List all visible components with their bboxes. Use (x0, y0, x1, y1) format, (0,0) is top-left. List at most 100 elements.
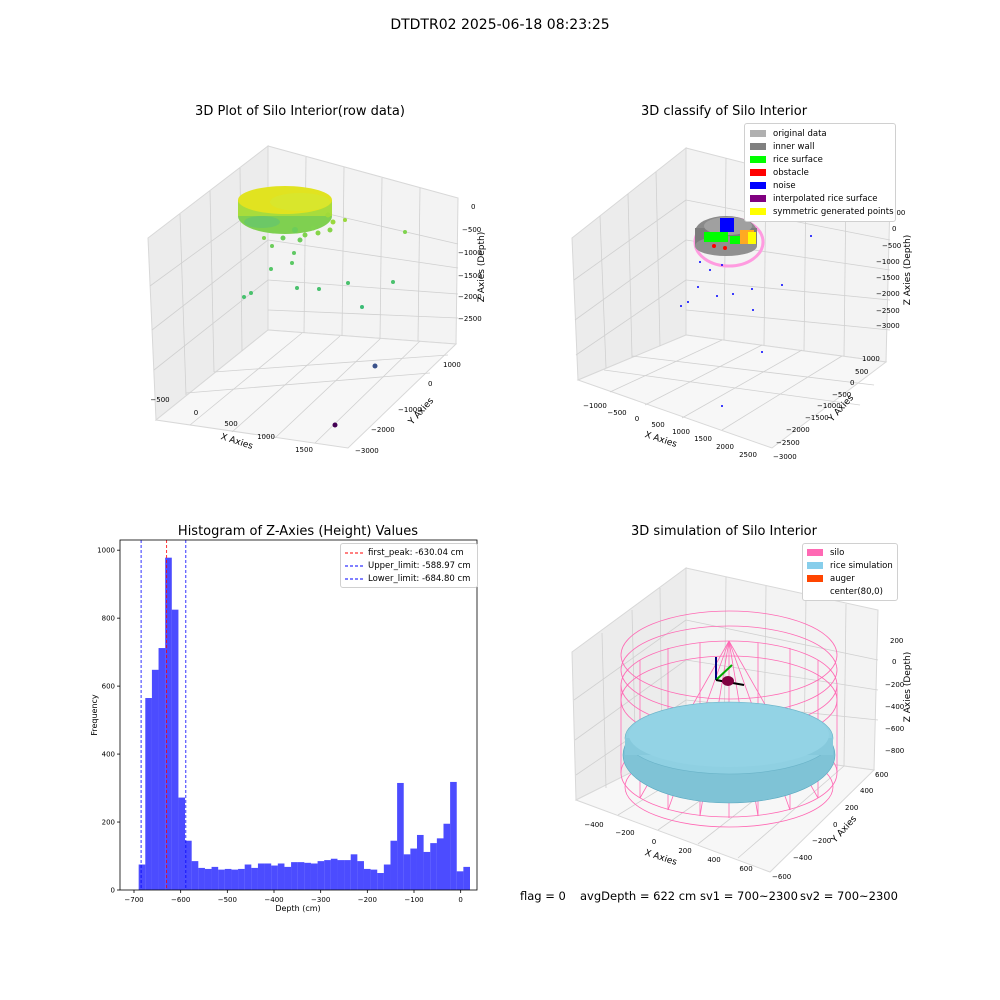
histogram-bar (291, 862, 298, 890)
classify-xtick: −500 (607, 409, 626, 417)
histogram-bar (410, 848, 417, 890)
simulation-ytick: 200 (845, 804, 858, 812)
simulation-xtick: 0 (652, 838, 656, 846)
legend-label: symmetric generated points (773, 206, 894, 217)
legend-entry: auger (807, 572, 893, 585)
histogram-bar (238, 868, 245, 890)
legend-label: rice surface (773, 154, 823, 165)
classify-floor-pane (576, 334, 888, 449)
raw-3d-plot: −500 0 500 1000 1500 1000 0 −1000 −2000 … (147, 144, 487, 455)
histogram-bar (403, 854, 411, 890)
histogram-bar (350, 854, 358, 890)
legend-entry: original data (750, 127, 890, 140)
legend-label: rice simulation (830, 560, 893, 571)
simulation-ztick: −600 (885, 725, 904, 733)
histogram-bar (151, 669, 159, 890)
histogram-bar (284, 866, 292, 890)
classify-noise-points (680, 235, 812, 407)
histogram-x-tick-label: −700 (124, 896, 143, 904)
classify-ztick: −1500 (876, 274, 900, 282)
legend-swatch (750, 156, 766, 163)
histogram-bar (423, 851, 431, 890)
legend-label: noise (773, 180, 796, 191)
legend-entry: first_peak: -630.04 cm (345, 546, 473, 559)
histogram-bar (330, 858, 338, 890)
histogram-bar (224, 868, 232, 890)
histogram-x-tick-label: −500 (218, 896, 237, 904)
histogram-chart: −700 −600 −500 −400 −300 −200 −100 0 0 200 400 600… (90, 539, 478, 913)
histogram-bar (463, 866, 470, 890)
legend-swatch (750, 169, 766, 176)
histogram-bar (257, 863, 265, 890)
raw-ztick: −2500 (458, 315, 482, 323)
classify-silo-cloud (693, 216, 765, 268)
histogram-bar (436, 838, 444, 890)
simulation-plot-title: 3D simulation of Silo Interior (631, 524, 817, 539)
histogram-bar (145, 698, 152, 890)
histogram-bar (324, 860, 331, 890)
classify-ytick: −1500 (805, 414, 829, 422)
histogram-bar (277, 863, 285, 890)
histogram-bar (165, 557, 172, 890)
classify-ytick: −2000 (786, 426, 810, 434)
sv2-status: sv2 = 700~2300 (800, 889, 898, 903)
histogram-bar (317, 861, 325, 890)
histogram-bar (397, 782, 404, 890)
simulation-xtick: 400 (707, 856, 720, 864)
legend-label: original data (773, 128, 827, 139)
classify-ytick: 1000 (862, 355, 880, 363)
histogram-bar (264, 863, 272, 890)
raw-ytick: 1000 (443, 361, 461, 369)
simulation-ztick: 200 (890, 637, 903, 645)
classify-ytick: −500 (832, 391, 851, 399)
legend-entry: interpolated rice surface (750, 192, 890, 205)
raw-ztick: −1000 (458, 249, 482, 257)
flag-status: flag = 0 (520, 889, 566, 903)
legend-swatch (807, 575, 823, 582)
legend-entry: noise (750, 179, 890, 192)
figure-title: DTDTR02 2025-06-18 08:23:25 (390, 17, 610, 33)
histogram-bar (231, 869, 239, 890)
simulation-ztick: 0 (892, 658, 896, 666)
histogram-bar (304, 862, 311, 890)
classify-z-axis-label: Z Axies (Depth) (903, 235, 913, 306)
simulation-xtick: −400 (584, 821, 603, 829)
legend-swatch (807, 588, 823, 595)
legend-label: auger (830, 573, 855, 584)
histogram-frame (119, 539, 478, 891)
simulation-ztick: −200 (885, 681, 904, 689)
simulation-ztick: −400 (885, 703, 904, 711)
legend-label: first_peak: -630.04 cm (368, 547, 464, 558)
legend-entry: Upper_limit: -588.97 cm (345, 559, 473, 572)
classify-ytick: −1000 (817, 402, 841, 410)
raw-xtick: 0 (194, 409, 198, 417)
classify-ytick: 0 (850, 379, 854, 387)
classify-ztick: −2500 (876, 307, 900, 315)
simulation-ytick: 400 (860, 787, 873, 795)
histogram-x-tick-label: −100 (404, 896, 423, 904)
classify-ztick: −2000 (876, 290, 900, 298)
histogram-bar (377, 873, 384, 890)
histogram-bar (218, 869, 225, 890)
histogram-bar (244, 864, 252, 890)
raw-z-axis-label: Z Axies (Depth) (477, 232, 487, 303)
legend-line-sample (345, 565, 363, 566)
histogram-bar (456, 871, 464, 890)
histogram-bar (158, 648, 166, 890)
legend-entry: silo (807, 546, 893, 559)
histogram-bar (443, 823, 451, 890)
raw-ytick: 0 (428, 380, 432, 388)
histogram-bar (204, 868, 212, 890)
histogram-bar (337, 860, 345, 890)
legend-line-sample (345, 552, 363, 553)
simulation-y-axis-label: Y Axies (829, 814, 859, 846)
classify-xtick: 2000 (716, 443, 734, 451)
legend-entry: rice surface (750, 153, 890, 166)
legend-swatch (750, 130, 766, 137)
histogram-bar (370, 869, 378, 890)
legend-swatch (807, 549, 823, 556)
histogram-x-tick-label: −600 (171, 896, 190, 904)
classify-xtick: 0 (635, 415, 639, 423)
histogram-bar (191, 861, 199, 890)
legend-swatch (750, 195, 766, 202)
